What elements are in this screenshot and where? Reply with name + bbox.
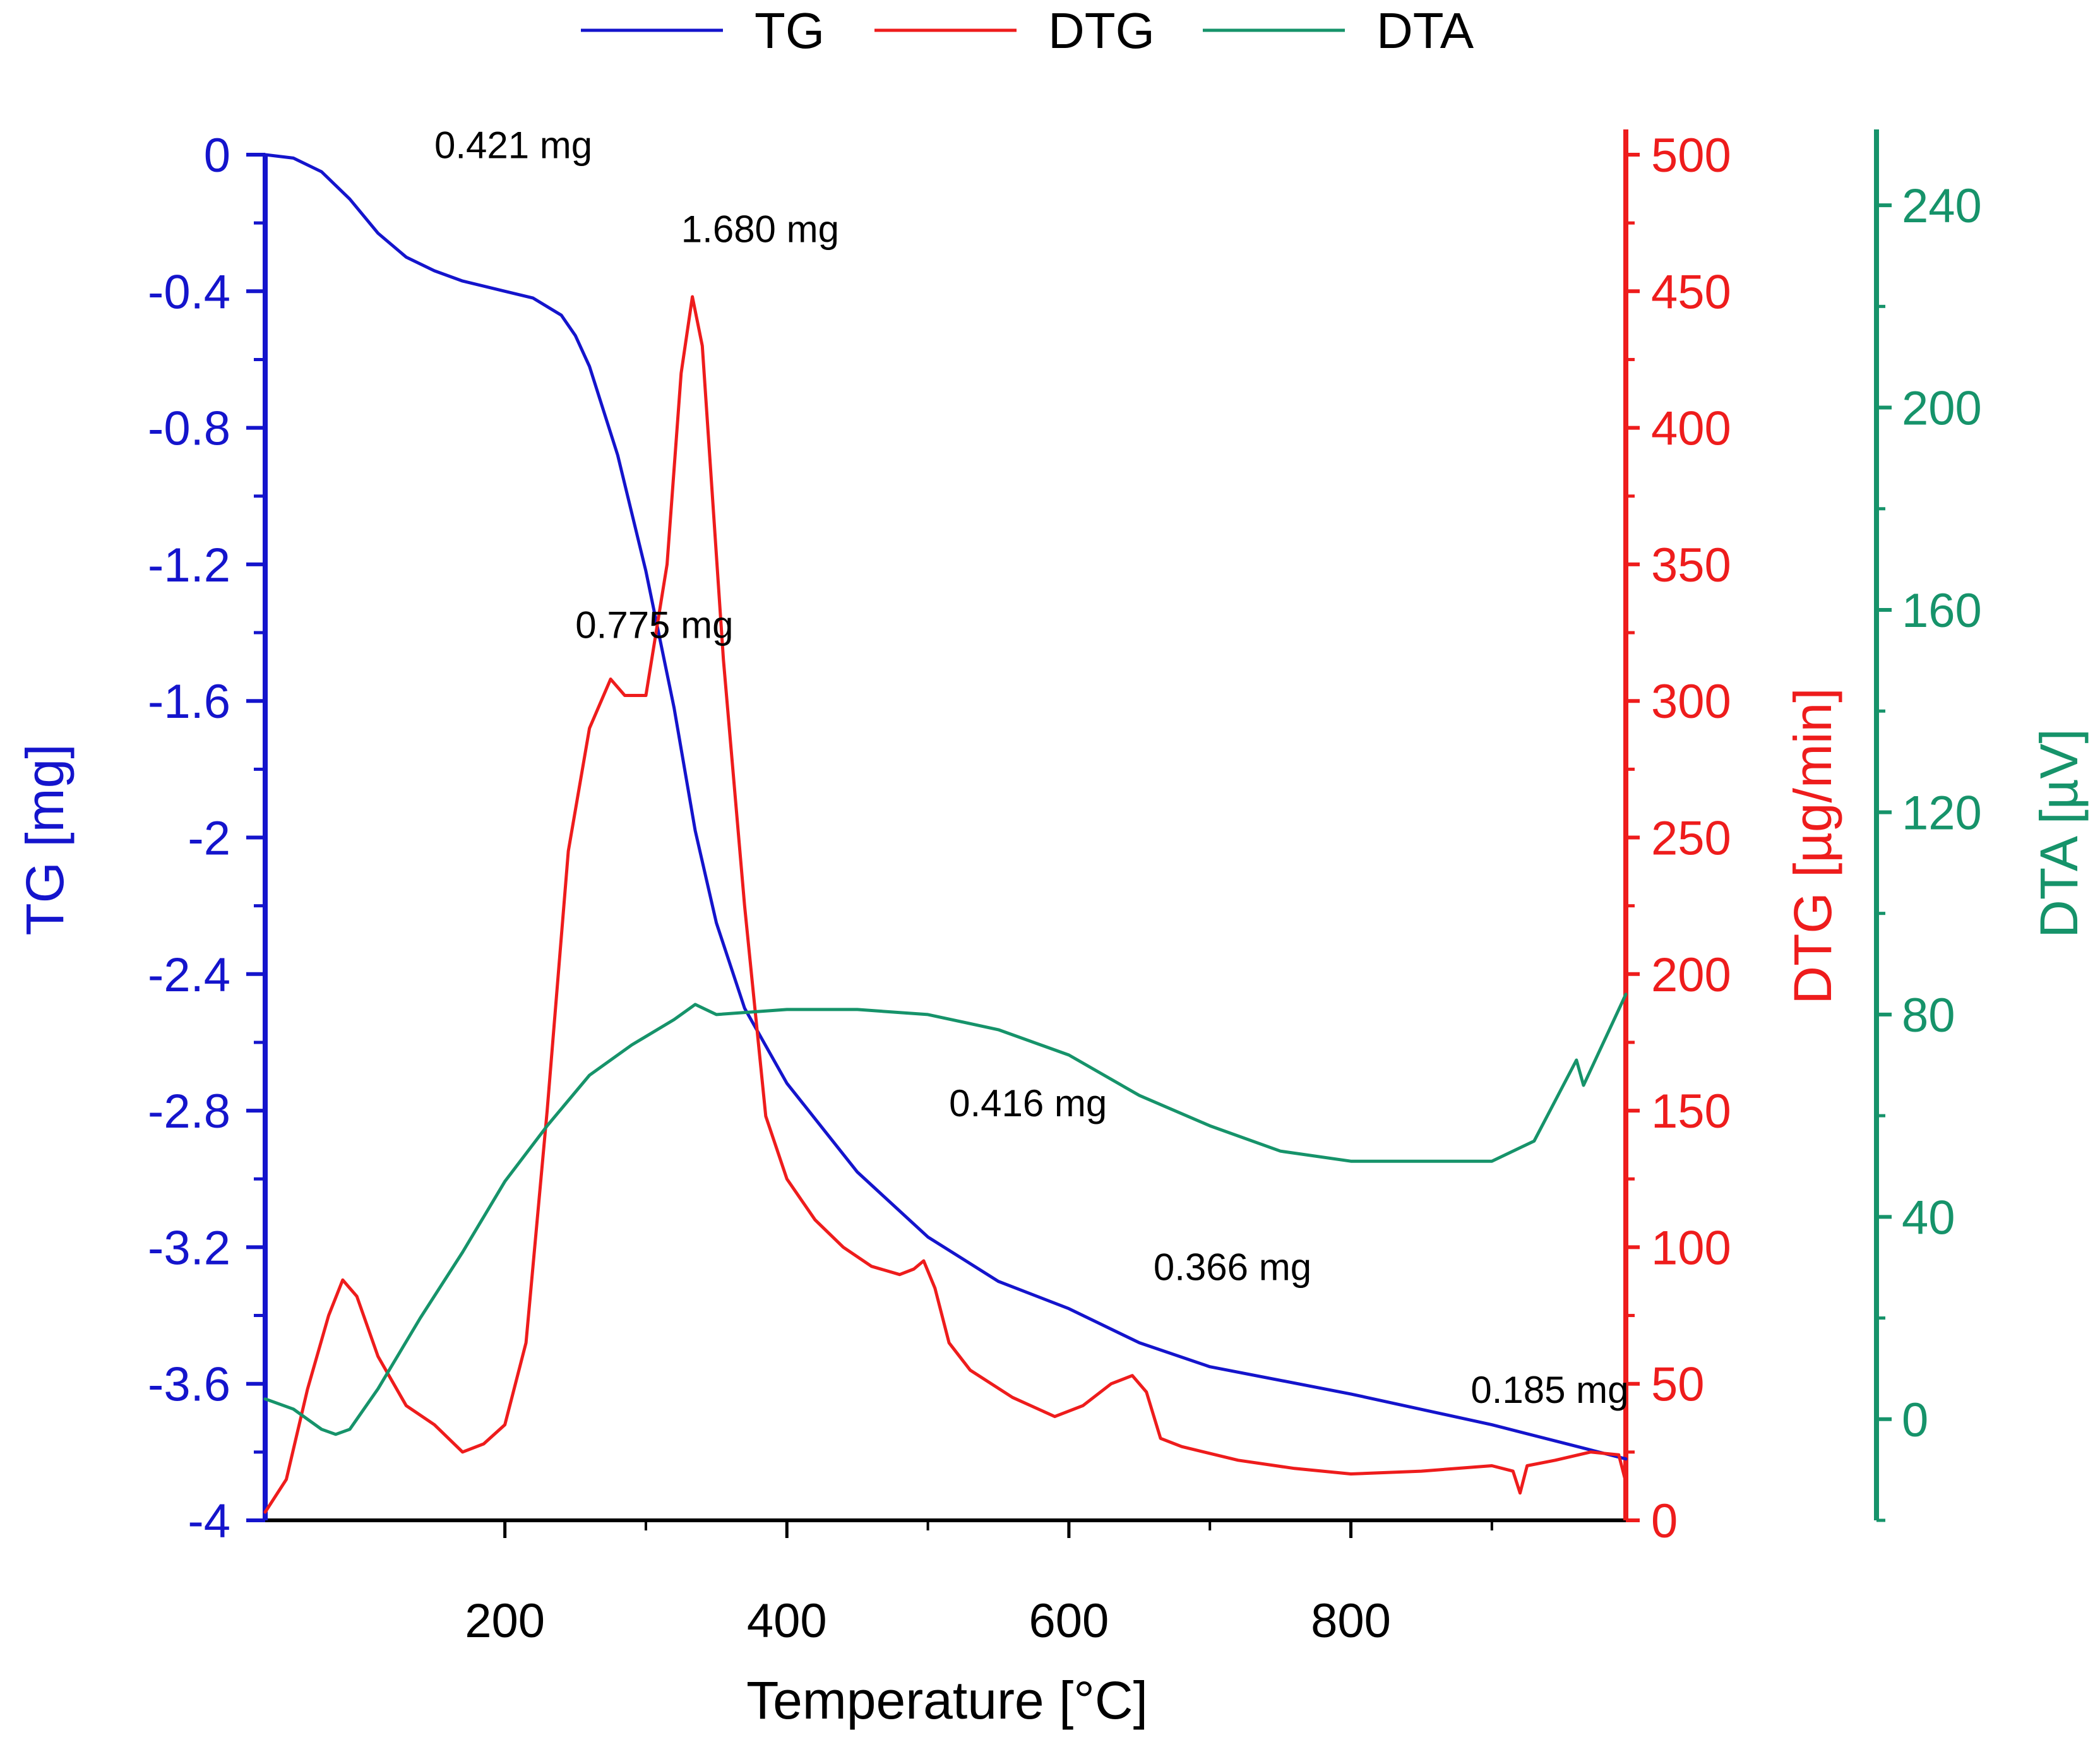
- dtg-tick-label: 200: [1651, 948, 1731, 1002]
- annotation-label: 1.680 mg: [681, 208, 839, 250]
- legend: TG DTG DTA: [581, 3, 1474, 59]
- tg-tick-label: -0.8: [148, 402, 230, 456]
- series-line-dtg: [263, 295, 1628, 1514]
- dtg-tick-label: 150: [1651, 1085, 1731, 1138]
- annotations: 0.421 mg 1.680 mg 0.775 mg 0.416 mg 0.366 mg…: [434, 124, 1629, 1411]
- annotation-label: 0.775 mg: [575, 604, 733, 647]
- dtg-tick-label: 50: [1651, 1358, 1705, 1412]
- series-line-tg: [263, 153, 1628, 1461]
- legend-label-dtg: DTG: [1048, 3, 1155, 59]
- dtg-tick-label: 450: [1651, 265, 1731, 319]
- tg-tick-label: -2.8: [148, 1085, 230, 1138]
- dtg-tick-label: 100: [1651, 1221, 1731, 1275]
- dtg-tick-label: 250: [1651, 812, 1731, 866]
- dta-tick-label: 80: [1902, 989, 1955, 1042]
- tg-tick-label: 0: [204, 129, 230, 182]
- tg-tick-label: -1.2: [148, 539, 230, 592]
- tg-tick-label: -2: [188, 812, 230, 866]
- dtg-tick-label: 0: [1651, 1494, 1678, 1548]
- x-tick-label: 200: [465, 1594, 545, 1648]
- tg-tick-label: -4: [188, 1494, 230, 1548]
- dta-tick-label: 240: [1902, 179, 1982, 233]
- x-tick-label: 800: [1311, 1594, 1391, 1648]
- tg-tick-label: -1.6: [148, 675, 230, 729]
- tg-tick-label: -2.4: [148, 948, 230, 1002]
- dta-tick-label: 40: [1902, 1191, 1955, 1244]
- dta-tick-label: 120: [1902, 786, 1982, 840]
- tg-axis-title: TG [mg]: [15, 744, 75, 935]
- dta-axis-title: DTA [µV]: [2029, 729, 2089, 938]
- axes: 200 400 600 8000-0.4-0.8-1.2-1.6-2-2.4-2.8-…: [148, 129, 1982, 1648]
- dtg-tick-label: 300: [1651, 675, 1731, 729]
- annotation-label: 0.421 mg: [434, 124, 592, 166]
- tg-tick-label: -3.2: [148, 1221, 230, 1275]
- dta-tick-label: 160: [1902, 584, 1982, 638]
- legend-label-tg: TG: [755, 3, 825, 59]
- dta-tick-label: 200: [1902, 382, 1982, 436]
- dtg-tick-label: 350: [1651, 539, 1731, 592]
- tg-tick-label: -0.4: [148, 265, 230, 319]
- tg-tick-label: -3.6: [148, 1358, 230, 1412]
- series-line-dta: [263, 993, 1628, 1436]
- dta-tick-label: 0: [1902, 1393, 1928, 1447]
- annotation-label: 0.366 mg: [1154, 1246, 1311, 1288]
- legend-label-dta: DTA: [1376, 3, 1474, 59]
- dtg-tick-label: 400: [1651, 402, 1731, 456]
- dtg-axis-title: DTG [µg/min]: [1783, 688, 1842, 1004]
- annotation-label: 0.416 mg: [949, 1082, 1107, 1124]
- x-axis-title: Temperature [°C]: [746, 1671, 1148, 1730]
- annotation-label: 0.185 mg: [1471, 1369, 1628, 1411]
- dtg-tick-label: 500: [1651, 129, 1731, 182]
- x-tick-label: 600: [1029, 1594, 1109, 1648]
- series-group: [263, 153, 1628, 1514]
- x-tick-label: 400: [747, 1594, 827, 1648]
